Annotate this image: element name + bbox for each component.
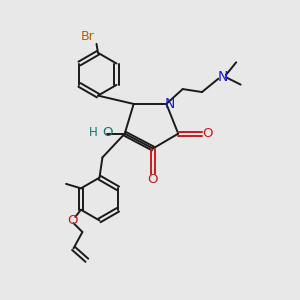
- Text: O: O: [148, 173, 158, 186]
- Text: Br: Br: [81, 30, 94, 43]
- Text: O: O: [203, 127, 213, 140]
- Text: O: O: [68, 214, 78, 227]
- Text: N: N: [165, 97, 175, 111]
- Text: N: N: [218, 70, 228, 84]
- Text: O: O: [102, 126, 112, 139]
- Text: H: H: [89, 126, 98, 139]
